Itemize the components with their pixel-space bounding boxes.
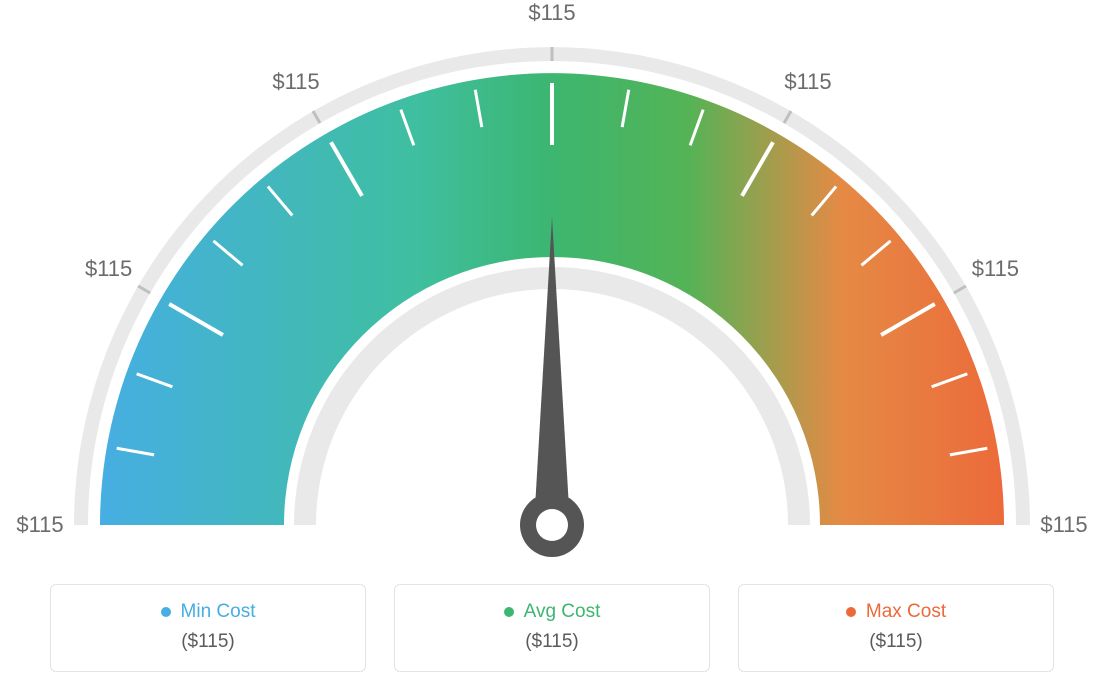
gauge-tick-label: $115 <box>528 0 575 26</box>
legend-label: Max Cost <box>866 601 946 623</box>
gauge-tick-label: $115 <box>272 69 319 95</box>
legend-title-avg: Avg Cost <box>504 601 601 623</box>
legend-value: ($115) <box>869 631 923 653</box>
dot-icon <box>504 607 514 617</box>
gauge-tick-label: $115 <box>972 256 1019 282</box>
legend-label: Avg Cost <box>524 601 601 623</box>
legend-value: ($115) <box>525 631 579 653</box>
gauge-tick-label: $115 <box>16 512 63 538</box>
legend-value: ($115) <box>181 631 235 653</box>
legend-title-max: Max Cost <box>846 601 946 623</box>
legend-label: Min Cost <box>181 601 256 623</box>
dot-icon <box>846 607 856 617</box>
dot-icon <box>161 607 171 617</box>
gauge-tick-label: $115 <box>1040 512 1087 538</box>
gauge-tick-label: $115 <box>85 256 132 282</box>
legend-card-avg: Avg Cost ($115) <box>394 584 710 672</box>
legend-card-min: Min Cost ($115) <box>50 584 366 672</box>
gauge-tick-label: $115 <box>784 69 831 95</box>
gauge-chart: $115 $115 $115 $115 $115 $115 $115 <box>0 0 1104 570</box>
legend-card-max: Max Cost ($115) <box>738 584 1054 672</box>
chart-container: $115 $115 $115 $115 $115 $115 $115 Min Cost ($… <box>0 0 1104 690</box>
gauge-svg <box>0 0 1104 570</box>
legend-row: Min Cost ($115) Avg Cost ($115) Max Cost… <box>50 584 1054 672</box>
legend-title-min: Min Cost <box>161 601 256 623</box>
